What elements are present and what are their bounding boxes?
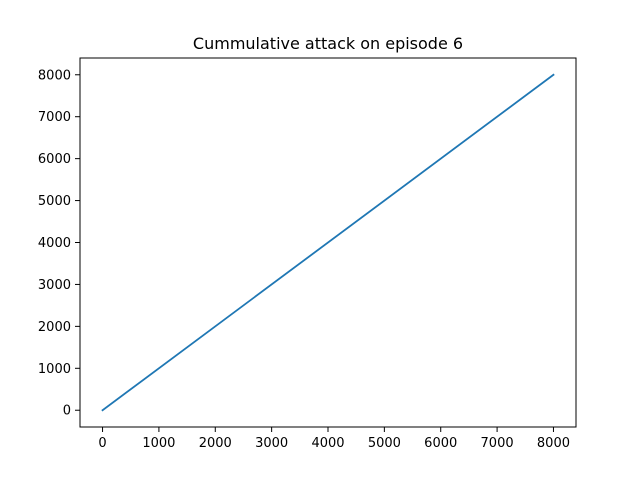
x-tick-label: 5000 xyxy=(368,436,401,451)
series-line xyxy=(101,73,555,412)
x-tick-label: 4000 xyxy=(311,436,344,451)
x-tick-label: 1000 xyxy=(142,436,175,451)
x-tick-label: 6000 xyxy=(424,436,457,451)
y-axis: 0 1000 2000 3000 4000 5000 6000 7000 8000 xyxy=(38,68,80,419)
x-tick-label: 3000 xyxy=(255,436,288,451)
y-tick-label: 4000 xyxy=(38,236,71,251)
x-tick-label: 7000 xyxy=(481,436,514,451)
y-tick-label: 2000 xyxy=(38,320,71,335)
x-tick-label: 8000 xyxy=(537,436,570,451)
y-tick-label: 1000 xyxy=(38,362,71,377)
y-tick-label: 6000 xyxy=(38,152,71,167)
y-tick-label: 0 xyxy=(63,404,71,419)
y-tick-label: 3000 xyxy=(38,278,71,293)
chart-title: Cummulative attack on episode 6 xyxy=(193,34,463,53)
series-layer xyxy=(101,73,555,412)
y-tick-label: 7000 xyxy=(38,110,71,125)
x-tick-label: 0 xyxy=(98,436,106,451)
y-tick-label: 5000 xyxy=(38,194,71,209)
x-tick-label: 2000 xyxy=(199,436,232,451)
x-axis: 0 1000 2000 3000 4000 5000 6000 7000 8000 xyxy=(98,427,570,451)
y-tick-label: 8000 xyxy=(38,68,71,83)
